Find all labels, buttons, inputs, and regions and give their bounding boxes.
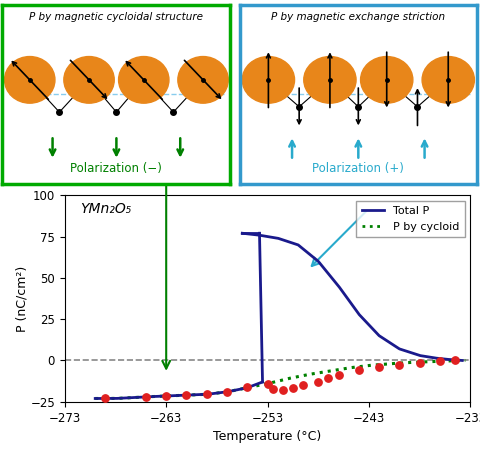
Ellipse shape bbox=[119, 57, 169, 103]
Point bbox=[314, 378, 322, 385]
Point bbox=[416, 359, 423, 366]
Ellipse shape bbox=[360, 57, 413, 103]
Text: P by magnetic cycloidal structure: P by magnetic cycloidal structure bbox=[29, 12, 204, 22]
Point bbox=[355, 367, 363, 374]
Legend: Total P, P by cycloid: Total P, P by cycloid bbox=[356, 201, 465, 237]
Text: YMn₂O₅: YMn₂O₅ bbox=[80, 202, 132, 216]
Y-axis label: P (nC/cm²): P (nC/cm²) bbox=[16, 266, 29, 331]
Point bbox=[264, 380, 271, 387]
Point bbox=[396, 361, 403, 368]
Ellipse shape bbox=[304, 57, 356, 103]
Point bbox=[335, 371, 342, 378]
Point bbox=[289, 384, 297, 391]
Point bbox=[269, 385, 276, 392]
Point bbox=[182, 391, 190, 399]
Point bbox=[324, 374, 332, 381]
Text: Polarization (+): Polarization (+) bbox=[312, 162, 404, 175]
Point bbox=[223, 388, 231, 395]
Point bbox=[299, 382, 307, 389]
Text: Polarization (−): Polarization (−) bbox=[71, 162, 162, 175]
Point bbox=[142, 393, 150, 400]
Ellipse shape bbox=[64, 57, 114, 103]
Point bbox=[243, 383, 251, 390]
Point bbox=[436, 358, 444, 365]
X-axis label: Temperature (°C): Temperature (°C) bbox=[214, 430, 322, 443]
Point bbox=[451, 357, 459, 364]
Point bbox=[375, 364, 383, 371]
Ellipse shape bbox=[178, 57, 228, 103]
Point bbox=[279, 387, 287, 394]
Ellipse shape bbox=[5, 57, 55, 103]
Point bbox=[162, 392, 170, 400]
Ellipse shape bbox=[242, 57, 295, 103]
Text: P by magnetic exchange striction: P by magnetic exchange striction bbox=[271, 12, 445, 22]
Ellipse shape bbox=[422, 57, 474, 103]
Point bbox=[101, 395, 109, 402]
Point bbox=[203, 391, 211, 398]
